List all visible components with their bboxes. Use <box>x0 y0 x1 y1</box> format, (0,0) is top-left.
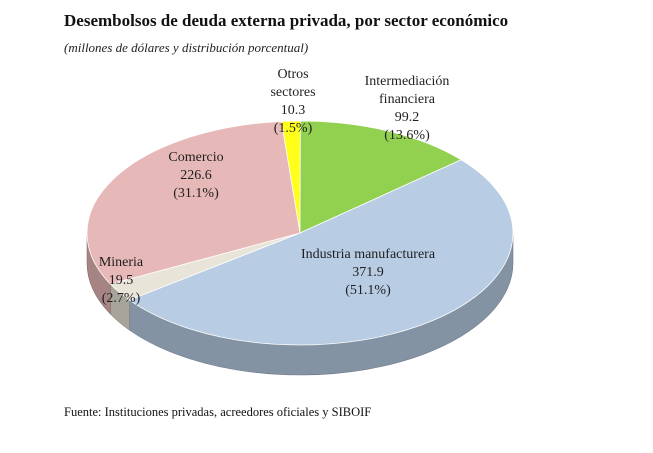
slice-label-comercio: Comercio 226.6 (31.1%) <box>168 150 223 201</box>
slice-intermediacion-financiera <box>299 120 463 234</box>
slice-value-label: 99.2 <box>395 110 420 125</box>
slice-percent-label: (51.1%) <box>345 283 391 298</box>
slice-industria-manufacturera <box>128 159 514 346</box>
pie-labels: Otros sectores 10.3 (1.5%) Intermediación fin… <box>99 67 450 306</box>
slice-label-mineria: Mineria 19.5 (2.7%) <box>99 255 144 306</box>
slice-name-line: Comercio <box>168 150 223 165</box>
slice-name-line: sectores <box>270 85 315 100</box>
slice-value-label: 371.9 <box>352 265 384 280</box>
slice-label-intermediacion-financiera: Intermediación financiera 99.2 (13.6%) <box>365 74 450 143</box>
chart-source: Fuente: Instituciones privadas, acreedor… <box>64 405 372 419</box>
slice-name-line: Otros <box>277 67 308 82</box>
slice-name-line: Mineria <box>99 255 144 270</box>
chart-subtitle: (millones de dólares y distribución porc… <box>64 40 309 55</box>
slice-percent-label: (31.1%) <box>173 186 219 201</box>
slice-value-label: 19.5 <box>109 273 134 288</box>
slice-value-label: 226.6 <box>180 168 212 183</box>
slice-percent-label: (1.5%) <box>274 121 313 136</box>
slice-value-label: 10.3 <box>281 103 306 118</box>
slice-name-line: Intermediación <box>365 74 450 89</box>
slice-label-otros-sectores: Otros sectores 10.3 (1.5%) <box>270 67 315 136</box>
pie-tops <box>86 120 514 346</box>
slice-label-industria-manufacturera: Industria manufacturera 371.9 (51.1%) <box>301 247 436 298</box>
slice-name-line: Industria manufacturera <box>301 247 436 262</box>
chart-title: Desembolsos de deuda externa privada, po… <box>64 11 509 30</box>
slice-percent-label: (2.7%) <box>102 291 141 306</box>
slice-comercio <box>86 121 301 285</box>
slice-percent-label: (13.6%) <box>384 128 430 143</box>
slice-name-line: financiera <box>379 92 436 107</box>
